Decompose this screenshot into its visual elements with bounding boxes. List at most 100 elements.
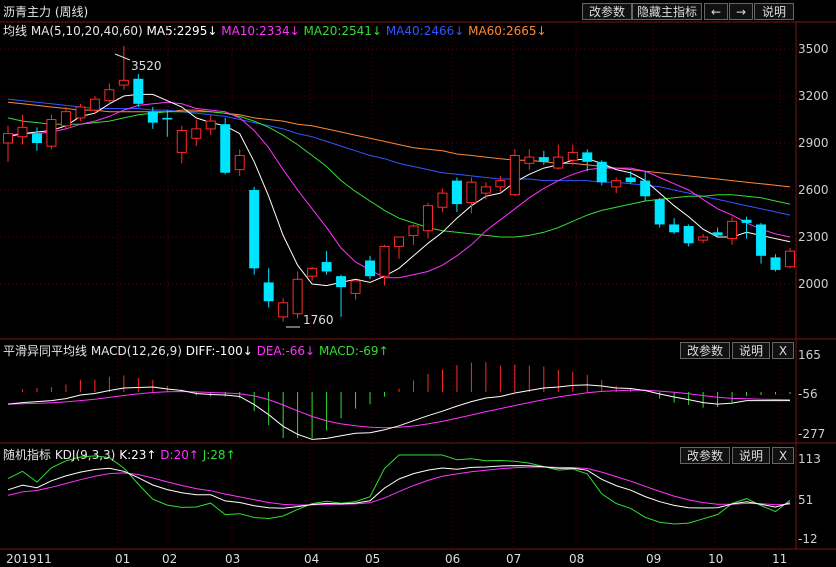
candle-40 xyxy=(582,152,593,162)
candle-19 xyxy=(278,302,289,318)
candle-18 xyxy=(263,282,274,302)
x-label-11: 11 xyxy=(772,552,788,566)
kdj-tick-51: 51 xyxy=(798,493,814,507)
macd-close-icon[interactable]: X xyxy=(772,342,794,359)
candle-41 xyxy=(596,161,607,183)
candle-54 xyxy=(785,250,795,268)
candle-13 xyxy=(191,128,202,139)
ma-legend: 均线 MA(5,10,20,40,60) MA5:2295↓ MA10:2334… xyxy=(3,22,547,39)
kdj-change-params-button[interactable]: 改参数 xyxy=(680,447,730,464)
candle-7 xyxy=(104,89,115,102)
ma10-value: MA10:2334↓ xyxy=(221,24,300,38)
y-tick-3500: 3500 xyxy=(798,42,829,56)
kdj-k-value: K:23↑ xyxy=(119,448,157,462)
hide-main-indicator-button[interactable]: 隐藏主指标 xyxy=(632,3,702,20)
y-tick-2600: 2600 xyxy=(798,183,829,197)
candle-5 xyxy=(75,106,86,119)
macd-dea-line xyxy=(7,389,791,429)
page-title: 沥青主力 (周线) xyxy=(3,5,89,19)
candle-12 xyxy=(176,129,187,153)
candle-43 xyxy=(625,177,636,183)
ma5-value: MA5:2295↓ xyxy=(146,24,218,38)
macd-tick-neg56: -56 xyxy=(798,387,818,401)
macd-chart xyxy=(7,362,791,440)
candle-20 xyxy=(292,278,303,315)
x-label-07: 07 xyxy=(506,552,522,566)
arrow-right-icon[interactable]: → xyxy=(729,3,753,20)
ma60-line xyxy=(7,101,791,188)
candle-49 xyxy=(712,232,723,236)
candle-11 xyxy=(162,117,173,120)
high-marker-leader xyxy=(114,53,131,61)
candle-44 xyxy=(640,180,651,197)
candle-16 xyxy=(234,155,245,171)
candle-14 xyxy=(205,120,216,130)
candle-30 xyxy=(437,192,448,208)
candle-31 xyxy=(451,180,462,205)
candle-24 xyxy=(350,280,361,294)
candle-42 xyxy=(611,180,622,188)
x-label-02: 02 xyxy=(162,552,178,566)
candle-10 xyxy=(147,111,158,123)
candle-48 xyxy=(698,236,709,241)
kdj-j-value: J:28↑ xyxy=(202,448,236,462)
candle-35 xyxy=(509,155,520,196)
y-tick-3200: 3200 xyxy=(798,89,829,103)
candle-52 xyxy=(756,224,767,256)
candle-28 xyxy=(408,225,419,236)
candle-51 xyxy=(741,219,752,223)
kdj-help-button[interactable]: 说明 xyxy=(732,447,770,464)
x-label-03: 03 xyxy=(225,552,241,566)
kdj-close-icon[interactable]: X xyxy=(772,447,794,464)
candle-22 xyxy=(321,262,332,272)
candle-3 xyxy=(46,119,57,147)
candle-9 xyxy=(133,78,144,104)
arrow-left-icon[interactable]: ← xyxy=(704,3,728,20)
candle-15 xyxy=(220,124,231,173)
candle-17 xyxy=(249,190,260,269)
candle-38 xyxy=(553,156,564,169)
x-label-09: 09 xyxy=(646,552,662,566)
x-label-201911: 201911 xyxy=(6,552,52,566)
candle-8 xyxy=(118,79,129,86)
candle-2 xyxy=(31,133,42,143)
high-marker: 3520 xyxy=(131,59,162,73)
kdj-label: 随机指标 KDJ(9,3,3) xyxy=(3,448,116,462)
macd-tick-165: 165 xyxy=(798,348,821,362)
change-params-button[interactable]: 改参数 xyxy=(582,3,632,20)
macd-value: MACD:-69↑ xyxy=(318,344,389,358)
low-marker: 1760 xyxy=(303,313,334,327)
kdj-chart xyxy=(7,454,791,525)
candle-37 xyxy=(538,157,549,162)
price-markers xyxy=(114,53,300,328)
kdj-tick-113: 113 xyxy=(798,452,821,466)
candle-34 xyxy=(495,180,506,188)
candle-29 xyxy=(422,205,433,232)
ma60-value: MA60:2665↓ xyxy=(468,24,547,38)
kdj-legend: 随机指标 KDJ(9,3,3) K:23↑ D:20↑ J:28↑ xyxy=(3,446,236,463)
candle-0 xyxy=(3,133,13,144)
candle-50 xyxy=(727,220,738,240)
ma40-line xyxy=(7,98,791,216)
y-tick-2000: 2000 xyxy=(798,277,829,291)
macd-diff-line xyxy=(7,384,790,440)
candle-1 xyxy=(17,126,28,138)
kdj-tick-neg12: -12 xyxy=(798,532,818,546)
candle-6 xyxy=(89,98,100,111)
macd-dea-value: DEA:-66↓ xyxy=(256,344,316,358)
y-tick-2300: 2300 xyxy=(798,230,829,244)
kdj-j-line xyxy=(7,454,791,525)
ma40-value: MA40:2466↓ xyxy=(385,24,465,38)
kdj-d-value: D:20↑ xyxy=(160,448,199,462)
help-button[interactable]: 说明 xyxy=(754,3,794,20)
ma20-value: MA20:2541↓ xyxy=(303,24,382,38)
candles xyxy=(3,45,795,322)
x-label-01: 01 xyxy=(115,552,131,566)
x-label-06: 06 xyxy=(445,552,461,566)
macd-help-button[interactable]: 说明 xyxy=(732,342,770,359)
ma-indicator-label: 均线 MA(5,10,20,40,60) xyxy=(3,24,143,38)
candle-26 xyxy=(379,245,390,277)
macd-change-params-button[interactable]: 改参数 xyxy=(680,342,730,359)
candle-36 xyxy=(524,156,535,164)
